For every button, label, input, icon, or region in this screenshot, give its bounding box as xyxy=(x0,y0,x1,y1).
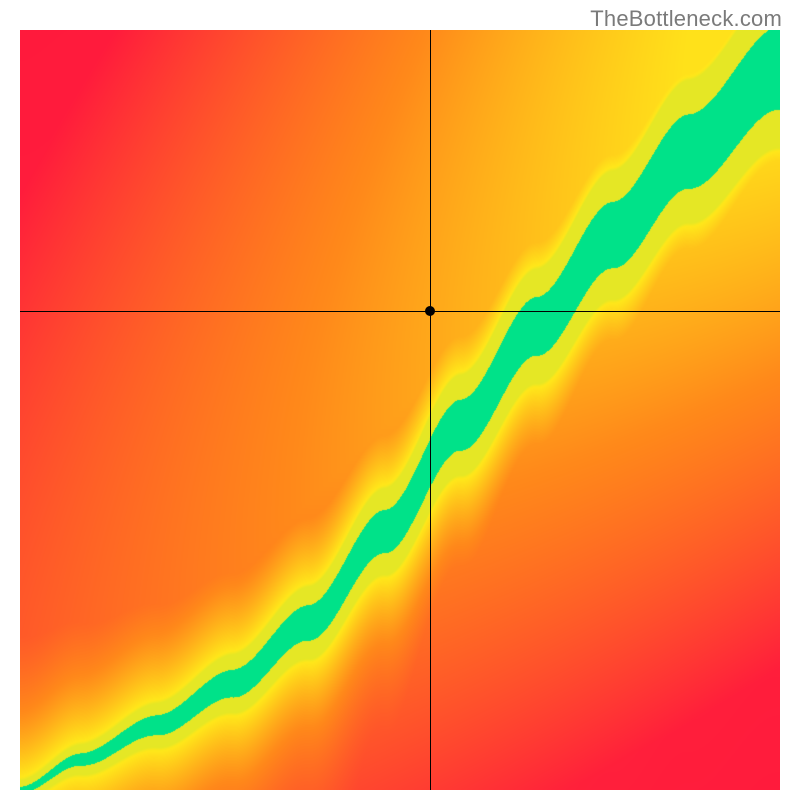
watermark-text: TheBottleneck.com xyxy=(590,6,782,32)
crosshair-marker xyxy=(425,306,435,316)
heatmap-canvas xyxy=(20,30,780,790)
crosshair-vertical xyxy=(430,30,431,790)
heatmap-plot xyxy=(20,30,780,790)
chart-container: { "watermark": "TheBottleneck.com", "lay… xyxy=(0,0,800,800)
crosshair-horizontal xyxy=(20,311,780,312)
